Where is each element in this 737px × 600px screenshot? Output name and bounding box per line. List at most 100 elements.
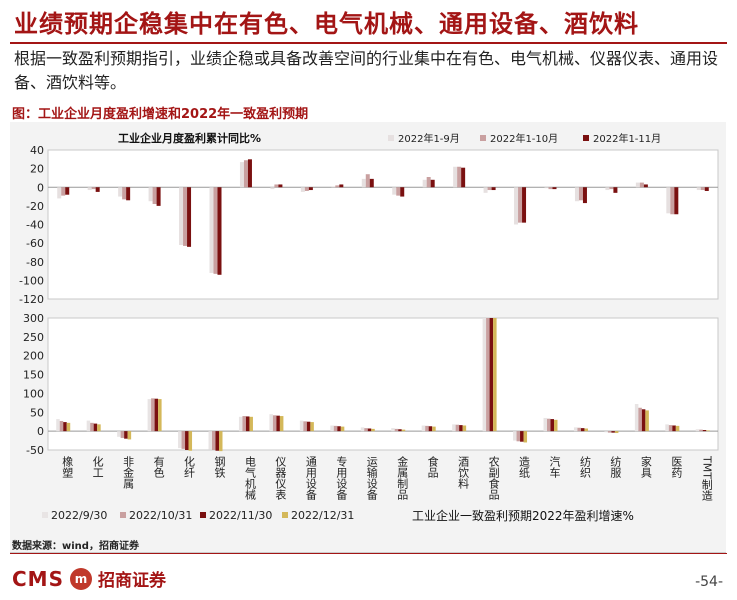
bottom-bar [56,419,60,432]
top-bar [156,187,161,206]
bottom-bar [360,427,365,432]
bottom-y-tick-label: 0 [37,425,44,438]
top-bar [483,187,488,193]
bottom-bar [93,423,98,432]
top-bar [369,178,374,188]
bottom-bar [147,399,152,432]
bottom-y-tick-label: 250 [23,331,44,344]
bottom-bar [90,422,94,432]
top-legend-swatch [480,135,486,141]
bottom-bar [614,431,619,434]
top-bar [639,182,644,188]
category-label: 农副食品 [487,455,500,500]
logo-chinese-name: 招商证券 [97,571,166,591]
top-bar [148,187,153,202]
bottom-y-tick-label: 150 [23,369,44,382]
company-logo: CMS m 招商证券 [12,566,166,592]
title-divider [10,42,727,44]
bottom-bar [702,430,707,432]
category-label: 纺服 [609,455,622,479]
category-label: 金属制品 [396,455,409,500]
bottom-bar [158,399,162,432]
bottom-bar [151,398,155,432]
top-bar [126,187,131,201]
top-bar [666,187,671,214]
top-bar [152,187,157,205]
bottom-legend-label: 2022/12/31 [291,509,354,522]
bottom-bar [249,416,253,432]
category-label: 化工 [91,455,104,478]
bottom-bar [303,421,307,432]
top-bar [187,187,192,247]
top-bar [635,182,640,188]
bottom-bar [523,431,528,443]
bottom-bar [421,425,426,432]
slide-subtitle: 根据一致盈利预期指引，业绩企稳或具备改善空间的行业集中在有色、电气机械、仪器仪表… [14,49,719,92]
bottom-bar [645,410,649,432]
top-bar [209,187,214,273]
top-y-tick-label: -80 [26,256,44,269]
bottom-bar [279,416,284,432]
bottom-bar [59,420,64,432]
bottom-y-tick-label: 100 [23,387,44,400]
bottom-bar [675,425,680,432]
bottom-bar [245,416,250,432]
top-bar [392,187,397,195]
category-label: 通用设备 [304,456,317,501]
bottom-bar [486,318,490,432]
category-label: 仪器仪表 [274,456,287,501]
bottom-bar [550,419,554,432]
top-bar [704,187,709,191]
bottom-bar [706,430,710,432]
bottom-bar [66,422,71,432]
top-bar [544,187,549,189]
bottom-bar [208,431,212,450]
bottom-bar [398,429,402,432]
top-y-tick-label: -20 [26,200,44,213]
top-bar [183,187,188,246]
bottom-bar [401,429,406,432]
bottom-bar [212,431,216,450]
top-bar [422,179,427,188]
bottom-bar [455,424,460,432]
bottom-bar [306,421,311,432]
category-label: 专用设备 [335,455,348,501]
bottom-legend-label: 2022/11/30 [209,509,272,522]
top-bar [122,187,127,200]
top-bar [643,184,648,188]
top-bar [696,187,701,191]
top-bar [400,187,405,197]
bottom-bar [310,422,314,432]
bottom-bar [272,415,277,432]
top-bar [457,166,462,188]
top-legend-swatch [583,135,589,141]
top-legend-label: 2022年1-9月 [398,132,460,145]
category-label: 电气机械 [243,456,256,501]
top-y-tick-label: -120 [19,293,44,306]
bottom-bar [181,431,186,449]
bottom-bar [489,318,494,432]
top-y-tick-label: 0 [37,181,44,194]
top-bar [613,187,618,193]
top-bar [339,184,344,188]
bottom-bar [276,415,280,432]
top-bar [57,187,62,199]
bottom-bar [188,431,193,451]
top-bar [396,187,401,196]
bottom-bar [665,424,669,432]
bottom-bar [459,425,463,432]
top-legend-label: 2022年1-10月 [490,132,558,145]
category-label: 酒饮料 [457,456,470,490]
top-y-tick-label: -40 [26,219,44,232]
data-source: 数据来源：wind，招商证券 [12,541,139,552]
logo-mark-icon: m [69,567,92,590]
bottom-bar [520,431,524,442]
top-bar [87,187,92,191]
bottom-bar [428,426,433,432]
top-bar [335,185,340,188]
top-bar [574,187,579,202]
bottom-bar [668,425,673,432]
bottom-bar [493,318,497,432]
top-bar [270,187,275,190]
bottom-bar [269,414,273,432]
